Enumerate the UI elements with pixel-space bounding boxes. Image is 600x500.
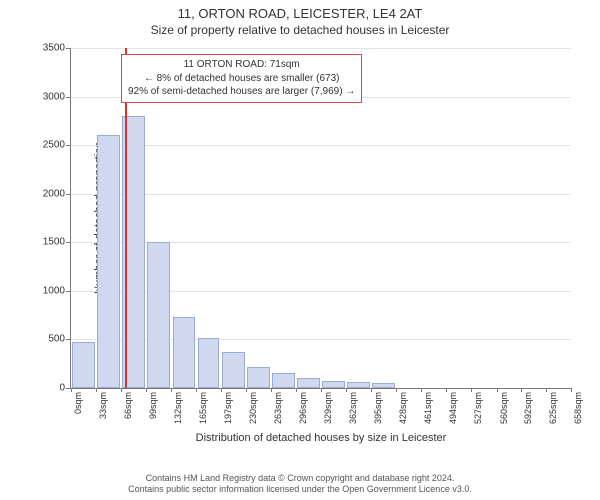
x-tick-mark (221, 388, 222, 392)
histogram-bar (72, 342, 95, 388)
plot: Number of detached properties Distributi… (70, 48, 571, 389)
gridline (71, 194, 571, 195)
x-tick-label: 230sqm (248, 392, 258, 432)
y-tick-mark (66, 242, 71, 243)
y-tick-label: 2000 (43, 188, 65, 199)
histogram-bar (297, 378, 320, 388)
annotation-line-3: 92% of semi-detached houses are larger (… (128, 85, 355, 99)
x-axis-label: Distribution of detached houses by size … (71, 432, 571, 444)
x-tick-mark (296, 388, 297, 392)
x-tick-mark (71, 388, 72, 392)
gridline (71, 48, 571, 49)
histogram-bar (198, 338, 220, 389)
y-tick-mark (66, 97, 71, 98)
y-tick-label: 500 (48, 334, 65, 345)
y-tick-label: 2500 (43, 140, 65, 151)
x-tick-label: 625sqm (548, 392, 558, 432)
footer-line-2: Contains public sector information licen… (0, 484, 600, 496)
x-tick-label: 197sqm (223, 392, 233, 432)
histogram-bar (97, 135, 120, 388)
histogram-bar (222, 352, 245, 388)
y-tick-mark (66, 145, 71, 146)
x-tick-label: 329sqm (323, 392, 333, 432)
x-tick-label: 296sqm (298, 392, 308, 432)
y-tick-mark (66, 48, 71, 49)
x-tick-mark (246, 388, 247, 392)
x-tick-label: 99sqm (148, 392, 158, 432)
x-tick-mark (497, 388, 498, 392)
x-tick-mark (121, 388, 122, 392)
x-tick-mark (371, 388, 372, 392)
y-tick-mark (66, 339, 71, 340)
page-subtitle: Size of property relative to detached ho… (0, 23, 600, 39)
histogram-bar (347, 382, 370, 388)
histogram-bar (147, 242, 170, 388)
x-tick-label: 527sqm (473, 392, 483, 432)
y-tick-label: 1500 (43, 237, 65, 248)
y-tick-label: 1000 (43, 285, 65, 296)
x-tick-label: 461sqm (423, 392, 433, 432)
title-block: 11, ORTON ROAD, LEICESTER, LE4 2AT Size … (0, 0, 600, 38)
x-tick-label: 592sqm (523, 392, 533, 432)
x-tick-label: 560sqm (499, 392, 509, 432)
x-tick-label: 362sqm (348, 392, 358, 432)
chart-area: Number of detached properties Distributi… (60, 48, 570, 408)
gridline (71, 291, 571, 292)
y-tick-label: 3500 (43, 43, 65, 54)
x-tick-label: 33sqm (98, 392, 108, 432)
x-tick-label: 658sqm (573, 392, 583, 432)
footer: Contains HM Land Registry data © Crown c… (0, 473, 600, 496)
x-tick-label: 66sqm (123, 392, 133, 432)
gridline (71, 242, 571, 243)
x-tick-label: 428sqm (398, 392, 408, 432)
histogram-bar (272, 373, 295, 388)
page-title: 11, ORTON ROAD, LEICESTER, LE4 2AT (0, 6, 600, 23)
x-tick-mark (96, 388, 97, 392)
annotation-line-1: 11 ORTON ROAD: 71sqm (128, 58, 355, 72)
x-tick-mark (271, 388, 272, 392)
x-tick-mark (571, 388, 572, 392)
y-tick-mark (66, 194, 71, 195)
histogram-bar (247, 367, 270, 388)
x-tick-label: 165sqm (198, 392, 208, 432)
y-tick-label: 3000 (43, 91, 65, 102)
gridline (71, 339, 571, 340)
annotation-line-2: ← 8% of detached houses are smaller (673… (128, 72, 355, 86)
x-tick-label: 0sqm (73, 392, 83, 432)
x-tick-mark (521, 388, 522, 392)
histogram-bar (372, 383, 395, 388)
x-tick-label: 494sqm (448, 392, 458, 432)
x-tick-mark (346, 388, 347, 392)
x-tick-label: 263sqm (273, 392, 283, 432)
histogram-bar (173, 317, 196, 388)
y-tick-mark (66, 291, 71, 292)
histogram-bar (322, 381, 345, 388)
x-tick-mark (321, 388, 322, 392)
x-tick-label: 395sqm (373, 392, 383, 432)
gridline (71, 145, 571, 146)
footer-line-1: Contains HM Land Registry data © Crown c… (0, 473, 600, 485)
annotation-box: 11 ORTON ROAD: 71sqm← 8% of detached hou… (121, 54, 362, 103)
x-tick-label: 132sqm (173, 392, 183, 432)
y-tick-label: 0 (59, 383, 65, 394)
x-tick-mark (546, 388, 547, 392)
